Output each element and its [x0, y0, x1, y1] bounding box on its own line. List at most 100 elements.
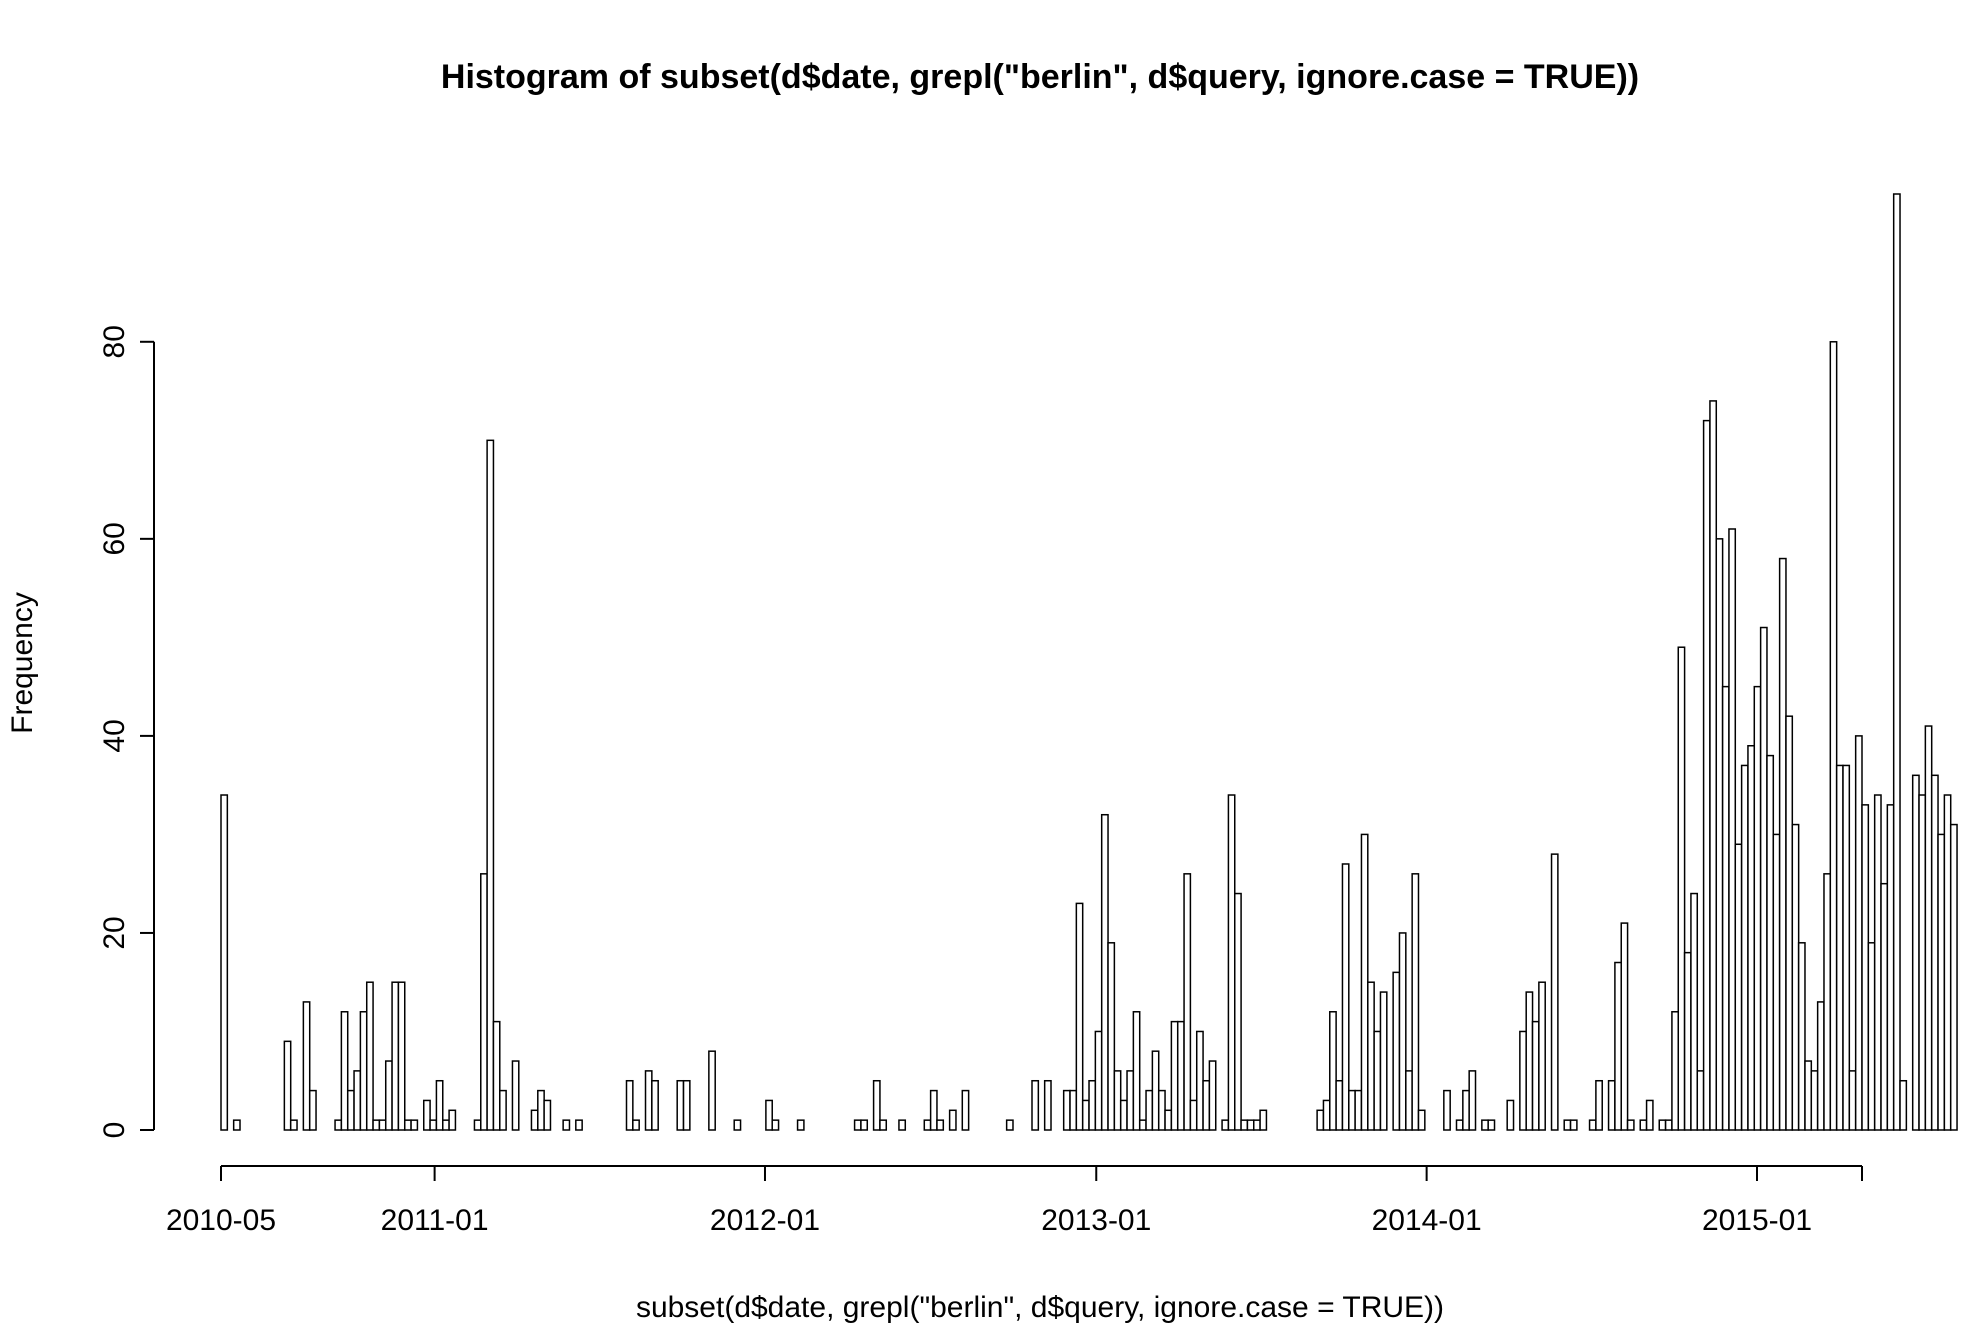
histogram-bar [442, 1119, 450, 1131]
histogram-bar [340, 1011, 349, 1131]
histogram-bar [1918, 794, 1927, 1131]
histogram-bar [1569, 1119, 1578, 1131]
histogram-bar [1240, 1119, 1249, 1131]
y-axis: 0 20 40 60 80 [98, 325, 155, 1139]
histogram-bar [1145, 1089, 1154, 1131]
histogram-bar [232, 1119, 241, 1131]
histogram-bar [1563, 1119, 1572, 1131]
histogram-bar [1848, 1070, 1857, 1131]
histogram-bar [1937, 833, 1946, 1131]
histogram-bar [1614, 961, 1622, 1131]
histogram-bar [1417, 1109, 1426, 1131]
histogram-bar [1696, 1070, 1705, 1131]
histogram-bar [708, 1050, 716, 1131]
x-axis: 2010-05 2011-01 2012-01 2013-01 2014-01 2015-… [166, 1165, 1863, 1237]
histogram-bar [511, 1060, 520, 1131]
histogram-bar [1043, 1079, 1052, 1131]
histogram-bar [302, 1001, 311, 1131]
histogram-bar [448, 1109, 457, 1131]
histogram-bar [372, 1119, 381, 1131]
histogram-bar [1075, 902, 1084, 1131]
histogram-bar [1221, 1119, 1230, 1131]
histogram-bar [948, 1109, 957, 1131]
y-tick-label: 60 [98, 522, 131, 555]
histogram-bar [378, 1119, 387, 1131]
histogram-bar [644, 1070, 653, 1131]
histogram-bar [429, 1119, 438, 1131]
histogram-bar [879, 1119, 888, 1131]
histogram-bar [220, 794, 229, 1131]
histogram-bar [1588, 1119, 1597, 1131]
histogram-bar [543, 1099, 552, 1131]
histogram-bar [872, 1079, 881, 1131]
histogram-bar [334, 1119, 343, 1131]
histogram-bar [365, 981, 374, 1131]
histogram-bar [676, 1079, 685, 1131]
histogram-bar [1525, 991, 1534, 1131]
histogram-bar [1398, 932, 1407, 1131]
histogram-bar [1176, 1020, 1185, 1131]
histogram-bar [346, 1089, 355, 1131]
histogram-bar [1924, 725, 1933, 1131]
histogram-bar [1766, 754, 1775, 1131]
histogram-bar [1949, 823, 1958, 1131]
histogram-bar [1671, 1011, 1680, 1131]
histogram-bar [1151, 1050, 1160, 1131]
histogram-bar [1664, 1119, 1673, 1131]
histogram-bar [492, 1020, 501, 1131]
histogram-bar [1322, 1099, 1331, 1131]
histogram-bar [1088, 1079, 1097, 1131]
histogram-bar [1702, 419, 1711, 1131]
histogram-bar [860, 1119, 869, 1131]
histogram-bar [410, 1119, 419, 1131]
histogram-bar [1867, 942, 1876, 1131]
histogram-bar [1759, 626, 1768, 1131]
x-tick-label: 2015-01 [1702, 1204, 1812, 1237]
histogram-bar [1246, 1119, 1255, 1131]
histogram-bar [391, 981, 400, 1131]
histogram-bar [537, 1089, 545, 1131]
histogram-bar [1810, 1070, 1819, 1131]
histogram-bar [1797, 942, 1806, 1131]
histogram-bar [423, 1099, 431, 1131]
histogram-bar [486, 439, 495, 1131]
histogram-bar [1778, 557, 1787, 1131]
histogram-bar [1620, 922, 1629, 1131]
histogram-bar [1734, 843, 1743, 1131]
y-tick-label: 40 [98, 719, 131, 752]
histogram-bar [1911, 774, 1920, 1131]
y-tick-label: 0 [98, 1122, 131, 1139]
histogram-bar [1354, 1089, 1363, 1131]
histogram-bar [562, 1119, 571, 1131]
histogram-bar [1487, 1119, 1496, 1131]
histogram-bar [923, 1119, 932, 1131]
x-axis-label: subset(d$date, grepl("berlin", d$query, … [636, 1291, 1444, 1324]
histogram-bar [1443, 1089, 1451, 1131]
histogram-bar [1462, 1089, 1470, 1131]
histogram-bar [1234, 892, 1242, 1131]
histogram-bar [1468, 1070, 1477, 1131]
histogram-bar [384, 1060, 393, 1131]
histogram-bar [1132, 1011, 1141, 1131]
histogram-bar [1709, 400, 1718, 1131]
histogram-bar [1886, 804, 1895, 1131]
histogram-bar [1823, 873, 1832, 1131]
histogram-bar [765, 1099, 773, 1131]
histogram-bar [1747, 745, 1756, 1131]
histogram-bar [353, 1070, 362, 1131]
histogram-bar [1392, 971, 1401, 1131]
histogram-bar [1753, 685, 1762, 1131]
histogram-bar [1316, 1109, 1325, 1131]
y-axis-label: Frequency [6, 592, 39, 734]
histogram-bar [480, 873, 488, 1131]
histogram-bar [359, 1011, 368, 1131]
histogram-bar [1367, 981, 1375, 1131]
x-tick-label: 2013-01 [1041, 1204, 1151, 1237]
histogram-bar [1227, 794, 1236, 1131]
histogram-bar [1677, 646, 1686, 1131]
histogram-bar [1170, 1020, 1179, 1131]
histogram-bar [1595, 1079, 1603, 1131]
histogram-bar [898, 1119, 907, 1131]
histogram-bar [1481, 1119, 1489, 1131]
